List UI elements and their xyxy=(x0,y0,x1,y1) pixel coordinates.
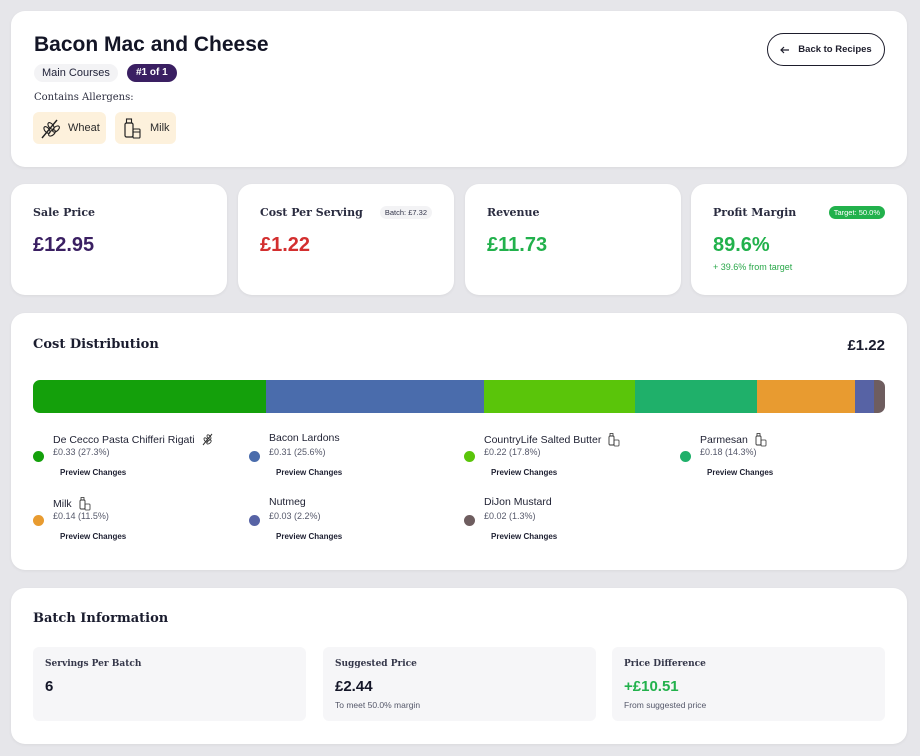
distribution-segment xyxy=(483,380,636,413)
ingredient-color-dot xyxy=(680,451,691,462)
preview-changes-button[interactable]: Preview Changes xyxy=(276,532,343,541)
margin-vs-target: + 39.6% from target xyxy=(713,262,793,272)
ingredient-color-dot xyxy=(249,451,260,462)
allergen-name: Milk xyxy=(150,122,170,134)
ingredient-item: Nutmeg £0.03 (2.2%) Preview Changes xyxy=(249,496,459,546)
kpi-revenue: Revenue £11.73 xyxy=(465,184,681,295)
ingredient-name: Nutmeg xyxy=(269,496,306,508)
ingredient-name: CountryLife Salted Butter xyxy=(484,432,620,447)
batch-information-card: Batch Information Servings Per Batch 6 S… xyxy=(11,588,907,744)
section-title: Cost Distribution xyxy=(33,337,159,352)
ingredient-cost: £0.33 (27.3%) xyxy=(53,447,110,457)
price-difference-box: Price Difference +£10.51 From suggested … xyxy=(612,647,885,721)
ingredient-item: De Cecco Pasta Chifferi Rigati £0.33 (27.… xyxy=(33,432,243,482)
box-value: 6 xyxy=(45,678,54,695)
box-subtext: To meet 50.0% margin xyxy=(335,700,421,710)
box-value: +£10.51 xyxy=(624,678,679,695)
back-button-label: Back to Recipes xyxy=(798,44,872,55)
ingredient-item: DiJon Mustard £0.02 (1.3%) Preview Changes xyxy=(464,496,674,546)
section-title: Batch Information xyxy=(33,611,169,626)
preview-changes-button[interactable]: Preview Changes xyxy=(491,468,558,477)
preview-changes-button[interactable]: Preview Changes xyxy=(276,468,343,477)
ingredient-cost: £0.02 (1.3%) xyxy=(484,511,536,521)
ingredient-name: DiJon Mustard xyxy=(484,496,552,508)
milk-icon xyxy=(755,433,767,447)
ingredient-cost: £0.18 (14.3%) xyxy=(700,447,757,457)
preview-changes-button[interactable]: Preview Changes xyxy=(707,468,774,477)
ingredient-name-text: Milk xyxy=(53,497,72,510)
ingredient-color-dot xyxy=(33,515,44,526)
box-value: £2.44 xyxy=(335,678,373,695)
back-to-recipes-button[interactable]: Back to Recipes xyxy=(767,33,885,66)
preview-changes-button[interactable]: Preview Changes xyxy=(60,532,127,541)
ingredient-name-text: Nutmeg xyxy=(269,496,306,508)
servings-per-batch-box: Servings Per Batch 6 xyxy=(33,647,306,721)
kpi-sale-price: Sale Price £12.95 xyxy=(11,184,227,295)
ingredient-cost: £0.31 (25.6%) xyxy=(269,447,326,457)
ingredient-name-text: Parmesan xyxy=(700,433,748,446)
distribution-segment xyxy=(265,380,484,413)
distribution-segment xyxy=(635,380,758,413)
ingredient-name: De Cecco Pasta Chifferi Rigati xyxy=(53,432,214,447)
distribution-total: £1.22 xyxy=(847,337,885,354)
kpi-cost-per-serving: Cost Per Serving Batch: £7.32 £1.22 xyxy=(238,184,454,295)
milk-icon xyxy=(608,433,620,447)
kpi-value: £1.22 xyxy=(260,234,311,256)
kpi-label: Cost Per Serving xyxy=(260,206,363,219)
allergen-name: Wheat xyxy=(68,122,100,134)
kpi-label: Revenue xyxy=(487,206,540,219)
category-badge: Main Courses xyxy=(34,64,118,82)
ingredient-item: Parmesan £0.18 (14.3%) Preview Changes xyxy=(680,432,890,482)
ingredient-name-text: CountryLife Salted Butter xyxy=(484,433,602,446)
milk-icon xyxy=(124,118,141,139)
ingredient-name: Milk xyxy=(53,496,91,511)
rank-badge: #1 of 1 xyxy=(127,64,177,82)
box-subtext: From suggested price xyxy=(624,700,707,710)
suggested-price-box: Suggested Price £2.44 To meet 50.0% marg… xyxy=(323,647,596,721)
ingredient-name-text: De Cecco Pasta Chifferi Rigati xyxy=(53,433,195,446)
recipe-header-card: Bacon Mac and Cheese Main Courses #1 of … xyxy=(11,11,907,167)
ingredient-color-dot xyxy=(464,451,475,462)
box-label: Price Difference xyxy=(624,659,706,669)
distribution-segment xyxy=(33,380,266,413)
ingredient-cost: £0.03 (2.2%) xyxy=(269,511,321,521)
kpi-value: £12.95 xyxy=(33,234,95,256)
kpi-value: £11.73 xyxy=(487,234,548,256)
ingredient-item: Bacon Lardons £0.31 (25.6%) Preview Change… xyxy=(249,432,459,482)
distribution-segment xyxy=(757,380,856,413)
box-label: Suggested Price xyxy=(335,659,417,669)
allergens-label: Contains Allergens: xyxy=(34,92,134,103)
cost-distribution-card: Cost Distribution £1.22 De Cecco Pasta C… xyxy=(11,313,907,570)
ingredient-name: Bacon Lardons xyxy=(269,432,340,444)
ingredient-name-text: DiJon Mustard xyxy=(484,496,552,508)
ingredient-item: CountryLife Salted Butter £0.22 (17.8%) Pr… xyxy=(464,432,674,482)
box-label: Servings Per Batch xyxy=(45,659,142,669)
ingredient-color-dot xyxy=(464,515,475,526)
ingredient-color-dot xyxy=(249,515,260,526)
distribution-segment xyxy=(873,380,885,413)
allergen-tag-milk: Milk xyxy=(115,112,176,144)
ingredient-color-dot xyxy=(33,451,44,462)
wheat-icon xyxy=(41,119,60,139)
allergen-tag-wheat: Wheat xyxy=(33,112,106,144)
milk-icon xyxy=(79,497,91,511)
cost-distribution-bar xyxy=(33,380,885,413)
arrow-left-icon xyxy=(780,46,790,53)
kpi-label: Sale Price xyxy=(33,206,96,219)
target-badge: Target: 50.0% xyxy=(828,206,885,219)
kpi-label: Profit Margin xyxy=(713,206,797,219)
ingredient-cost: £0.14 (11.5%) xyxy=(53,511,109,521)
preview-changes-button[interactable]: Preview Changes xyxy=(60,468,127,477)
kpi-value: 89.6% xyxy=(713,234,770,256)
distribution-segment xyxy=(855,380,874,413)
ingredient-cost: £0.22 (17.8%) xyxy=(484,447,541,457)
batch-cost-badge: Batch: £7.32 xyxy=(379,206,432,219)
wheat-icon xyxy=(202,433,213,446)
ingredient-item: Milk £0.14 (11.5%) Preview Changes xyxy=(33,496,243,546)
kpi-profit-margin: Profit Margin Target: 50.0% 89.6% + 39.6… xyxy=(691,184,907,295)
ingredient-name: Parmesan xyxy=(700,432,767,447)
ingredient-name-text: Bacon Lardons xyxy=(269,432,340,444)
preview-changes-button[interactable]: Preview Changes xyxy=(491,532,558,541)
recipe-title: Bacon Mac and Cheese xyxy=(34,33,269,56)
